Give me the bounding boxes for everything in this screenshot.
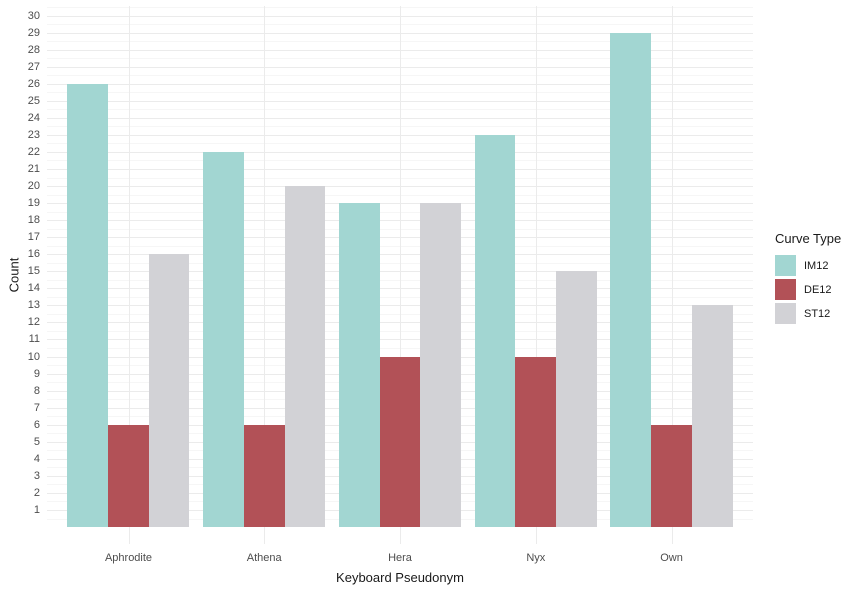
x-tick-label: Athena — [246, 552, 282, 564]
legend-item-de12: DE12 — [775, 279, 841, 300]
y-tick-label: 17 — [27, 231, 40, 244]
y-tick-label: 7 — [33, 401, 40, 414]
bar-im12-hera — [338, 203, 380, 527]
bar-de12-athena — [243, 424, 285, 527]
legend-item-st12: ST12 — [775, 303, 841, 324]
legend-swatch-st12 — [775, 303, 796, 324]
y-tick-label: 5 — [33, 435, 40, 448]
y-tick-label: 8 — [33, 384, 40, 397]
y-tick-label: 18 — [27, 214, 40, 227]
y-tick-label: 13 — [27, 299, 40, 312]
bar-st12-own — [691, 305, 733, 528]
y-tick-label: 24 — [27, 111, 40, 124]
bar-de12-own — [651, 424, 692, 527]
y-tick-label: 26 — [27, 77, 40, 90]
y-tick-label: 9 — [33, 367, 40, 380]
x-gridline-major — [671, 6, 673, 544]
y-tick-label: 11 — [28, 333, 40, 346]
x-gridline-major — [128, 6, 130, 544]
legend-item-label: ST12 — [804, 307, 831, 320]
bar-st12-athena — [284, 186, 326, 527]
bar-de12-aphrodite — [108, 424, 149, 527]
legend-title: Curve Type — [775, 231, 842, 246]
x-tick-label: Nyx — [526, 552, 546, 564]
legend-items: IM12 DE12 ST12 — [775, 255, 841, 324]
y-tick-label: 14 — [27, 282, 40, 295]
y-tick-label: 4 — [33, 452, 40, 465]
bar-st12-nyx — [556, 271, 597, 528]
bar-im12-own — [610, 32, 652, 527]
legend: Curve Type IM12 DE12 ST12 — [775, 231, 841, 327]
bar-im12-athena — [203, 151, 244, 527]
bar-st12-aphrodite — [148, 254, 190, 527]
y-tick-label: 10 — [27, 350, 40, 363]
y-tick-label: 12 — [27, 316, 40, 329]
y-tick-label: 28 — [27, 43, 40, 56]
bar-de12-nyx — [515, 356, 557, 527]
y-tick-label: 29 — [27, 26, 40, 39]
y-axis-title: Count — [6, 257, 22, 293]
y-tick-label: 6 — [33, 418, 40, 431]
y-tick-label: 30 — [27, 9, 40, 22]
y-tick-label: 1 — [33, 503, 40, 516]
legend-item-label: DE12 — [804, 283, 832, 296]
legend-swatch-de12 — [775, 279, 796, 300]
y-tick-label: 25 — [27, 94, 40, 107]
x-tick-label: Own — [660, 552, 683, 564]
y-tick-label: 23 — [27, 128, 40, 141]
x-tick-label: Hera — [388, 552, 412, 564]
y-tick-label: 16 — [27, 248, 40, 261]
legend-swatch-im12 — [775, 255, 796, 276]
legend-item-im12: IM12 — [775, 255, 841, 276]
bar-im12-nyx — [474, 134, 516, 527]
y-tick-label: 20 — [27, 180, 40, 192]
y-tick-label: 3 — [33, 469, 40, 482]
legend-item-label: IM12 — [804, 259, 829, 272]
x-gridline-major — [535, 6, 537, 544]
y-tick-label: 2 — [33, 486, 40, 499]
y-tick-label: 21 — [27, 162, 40, 175]
y-tick-label: 27 — [27, 60, 40, 73]
bar-st12-hera — [420, 203, 462, 527]
x-axis-title: Keyboard Pseudonym — [336, 570, 464, 585]
bar-im12-aphrodite — [67, 83, 109, 527]
y-tick-label: 22 — [27, 145, 40, 158]
y-tick-label: 19 — [27, 197, 40, 210]
x-gridline-major — [400, 6, 401, 544]
bar-de12-hera — [379, 356, 421, 527]
y-tick-label: 15 — [27, 265, 40, 278]
x-gridline-major — [264, 6, 266, 544]
x-tick-label: Aphrodite — [104, 552, 153, 564]
